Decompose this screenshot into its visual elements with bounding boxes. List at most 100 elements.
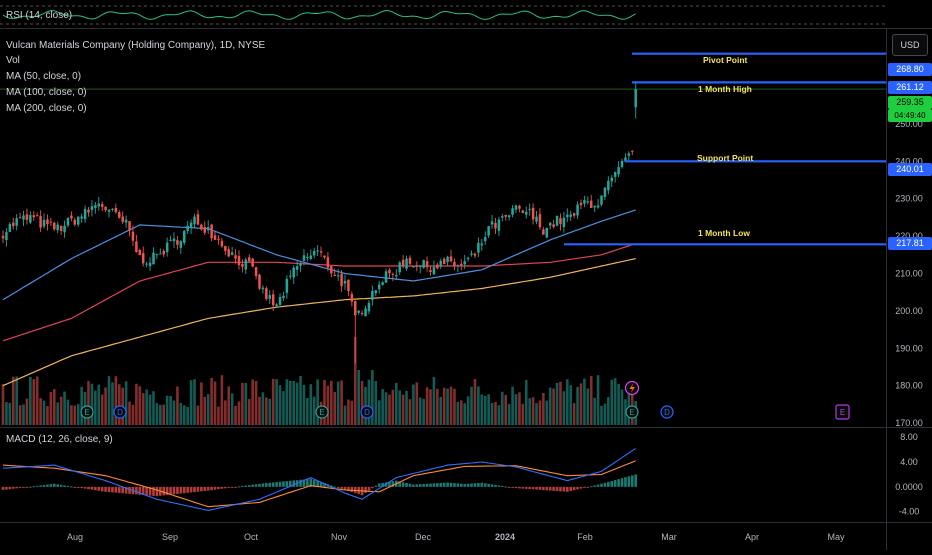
volume-bar xyxy=(511,386,514,425)
volume-bar xyxy=(353,337,357,425)
volume-bar xyxy=(169,395,172,425)
volume-bar xyxy=(470,386,473,425)
volume-bar xyxy=(630,382,634,425)
volume-bar xyxy=(213,381,217,425)
macd-histogram-bar xyxy=(8,486,12,490)
macd-histogram-bar xyxy=(429,483,432,487)
macd-histogram-bar xyxy=(1,486,5,490)
macd-histogram-bar xyxy=(121,486,124,494)
candle-body xyxy=(360,312,364,314)
candle-body xyxy=(354,301,357,316)
macd-histogram-bar xyxy=(548,486,552,491)
candle-body xyxy=(521,210,525,214)
ma50-legend[interactable]: MA (50, close, 0) xyxy=(6,71,82,82)
candle-body xyxy=(514,205,518,210)
macd-label[interactable]: MACD (12, 26, close, 9) xyxy=(6,434,113,445)
volume-bar xyxy=(490,402,494,425)
dividend-marker xyxy=(113,405,127,419)
macd-histogram-bar xyxy=(66,485,70,487)
macd-histogram-bar xyxy=(364,486,367,493)
candle-body xyxy=(145,263,148,265)
macd-tick-label: 4.00 xyxy=(900,457,918,467)
macd-histogram-bar xyxy=(388,481,391,487)
rsi-label[interactable]: RSI (14, close) xyxy=(6,10,73,21)
candle-body xyxy=(548,222,552,226)
candle-body xyxy=(364,308,367,317)
candle-body xyxy=(326,257,330,268)
ma200-legend[interactable]: MA (200, close, 0) xyxy=(6,103,87,114)
candle-body xyxy=(114,208,118,213)
volume-bar xyxy=(340,380,343,425)
vol-legend[interactable]: Vol xyxy=(6,55,20,66)
currency-button[interactable]: USD xyxy=(892,34,928,56)
macd-histogram-bar xyxy=(152,486,155,496)
candle-body xyxy=(100,204,104,207)
candle-body xyxy=(292,267,295,278)
macd-histogram-bar xyxy=(244,485,248,487)
volume-bar xyxy=(299,375,302,425)
ma200-line xyxy=(2,258,636,387)
candle-body xyxy=(439,260,443,267)
candle-body xyxy=(22,215,25,220)
volume-bar xyxy=(63,391,66,425)
volume-bar xyxy=(203,396,207,425)
candle-body xyxy=(518,205,521,209)
macd-histogram-bar xyxy=(381,482,384,487)
rsi-line xyxy=(2,9,636,21)
price-tick-label: 170.00 xyxy=(895,418,923,428)
volume-bar xyxy=(330,380,333,425)
macd-histogram-bar xyxy=(285,481,289,487)
volume-bar xyxy=(128,401,131,425)
ma100-legend[interactable]: MA (100, close, 0) xyxy=(6,87,87,98)
volume-bar xyxy=(357,370,360,425)
candle-body xyxy=(316,250,319,252)
candle-body xyxy=(531,207,535,220)
candle-body xyxy=(555,215,559,226)
volume-bar xyxy=(49,391,53,425)
candle-body xyxy=(323,255,326,258)
volume-bar xyxy=(518,392,521,425)
candle-body xyxy=(343,280,347,284)
candle-body xyxy=(230,252,234,256)
macd-histogram-bar xyxy=(162,486,166,496)
macd-tick-label: 8.00 xyxy=(900,432,918,442)
candle-body xyxy=(501,216,504,218)
candle-body xyxy=(131,231,135,241)
macd-histogram-bar xyxy=(155,486,159,497)
volume-bar xyxy=(189,380,193,425)
volume-bar xyxy=(501,391,504,425)
macd-histogram-bar xyxy=(135,486,138,495)
macd-histogram-bar xyxy=(5,486,8,490)
candle-body xyxy=(46,219,49,225)
macd-histogram-bar xyxy=(309,478,313,487)
volume-bar xyxy=(230,393,234,425)
macd-histogram-bar xyxy=(398,481,402,487)
volume-bar xyxy=(456,401,460,425)
volume-bar xyxy=(449,386,453,425)
macd-histogram-bar xyxy=(29,486,32,488)
candle-body xyxy=(63,225,66,233)
macd-histogram-bar xyxy=(282,481,285,487)
volume-bar xyxy=(422,398,425,425)
macd-histogram-bar xyxy=(186,486,189,493)
candle-body xyxy=(511,208,514,215)
volume-bar xyxy=(480,394,484,425)
macd-histogram-bar xyxy=(610,480,614,487)
marker-letter: E xyxy=(629,408,634,417)
volume-bar xyxy=(268,398,272,425)
volume-bar xyxy=(323,379,326,425)
macd-histogram-bar xyxy=(299,479,302,487)
macd-histogram-bar xyxy=(268,482,272,487)
macd-histogram-bar xyxy=(624,477,627,487)
candle-body xyxy=(183,230,186,243)
volume-bar xyxy=(367,379,371,425)
macd-histogram-bar xyxy=(53,483,56,487)
macd-histogram-bar xyxy=(278,481,282,487)
macd-histogram-bar xyxy=(227,486,231,488)
candle-body xyxy=(29,215,32,223)
volume-bar xyxy=(576,387,579,425)
macd-histogram-bar xyxy=(206,486,210,491)
price-tick-label: 180.00 xyxy=(895,381,923,391)
